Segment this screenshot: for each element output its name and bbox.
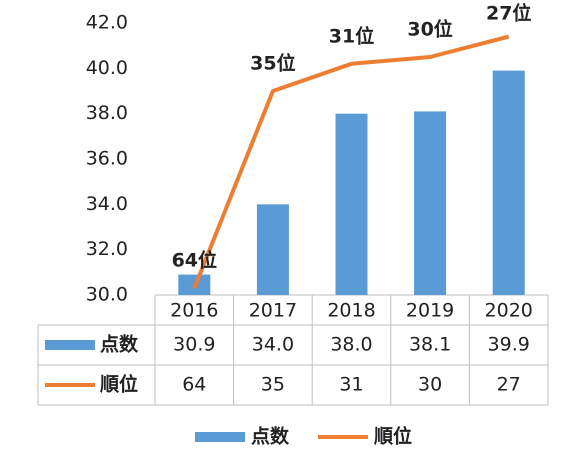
bar (414, 111, 447, 296)
table-cell: 31 (339, 374, 363, 396)
table-cell: 34.0 (252, 334, 294, 356)
y-tick-label: 32.0 (86, 238, 128, 260)
legend-label: 点数 (251, 425, 290, 448)
x-tick-label: 2020 (485, 300, 533, 322)
x-tick-label: 2016 (170, 300, 218, 322)
table-legend-key (45, 340, 95, 350)
data-label: 27位 (486, 2, 531, 25)
legend-key (195, 432, 245, 442)
x-tick-label: 2019 (406, 300, 454, 322)
line (192, 34, 510, 289)
data-label: 31位 (329, 24, 374, 47)
bar (335, 113, 368, 296)
table-cell: 30.9 (173, 334, 215, 356)
table-legend-label: 順位 (100, 373, 138, 396)
x-tick-label: 2017 (249, 300, 297, 322)
table-cell: 30 (418, 374, 442, 396)
bar (256, 204, 289, 295)
y-tick-label: 36.0 (86, 148, 128, 170)
x-tick-label: 2018 (327, 300, 375, 322)
table-cell: 64 (182, 374, 206, 396)
legend-label: 順位 (374, 425, 412, 448)
bar (492, 70, 525, 295)
data-label: 35位 (250, 52, 295, 75)
table-cell: 39.9 (488, 334, 530, 356)
y-tick-label: 30.0 (86, 284, 128, 306)
table-cell: 35 (261, 374, 285, 396)
table-cell: 38.0 (330, 334, 372, 356)
data-label: 64位 (172, 249, 217, 272)
y-tick-label: 38.0 (86, 102, 128, 124)
y-tick-label: 34.0 (86, 193, 128, 215)
y-tick-label: 42.0 (86, 12, 128, 34)
y-tick-label: 40.0 (86, 57, 128, 79)
data-label: 30位 (407, 18, 452, 41)
table-cell: 38.1 (409, 334, 451, 356)
table-cell: 27 (497, 374, 521, 396)
table-legend-label: 点数 (100, 333, 139, 356)
